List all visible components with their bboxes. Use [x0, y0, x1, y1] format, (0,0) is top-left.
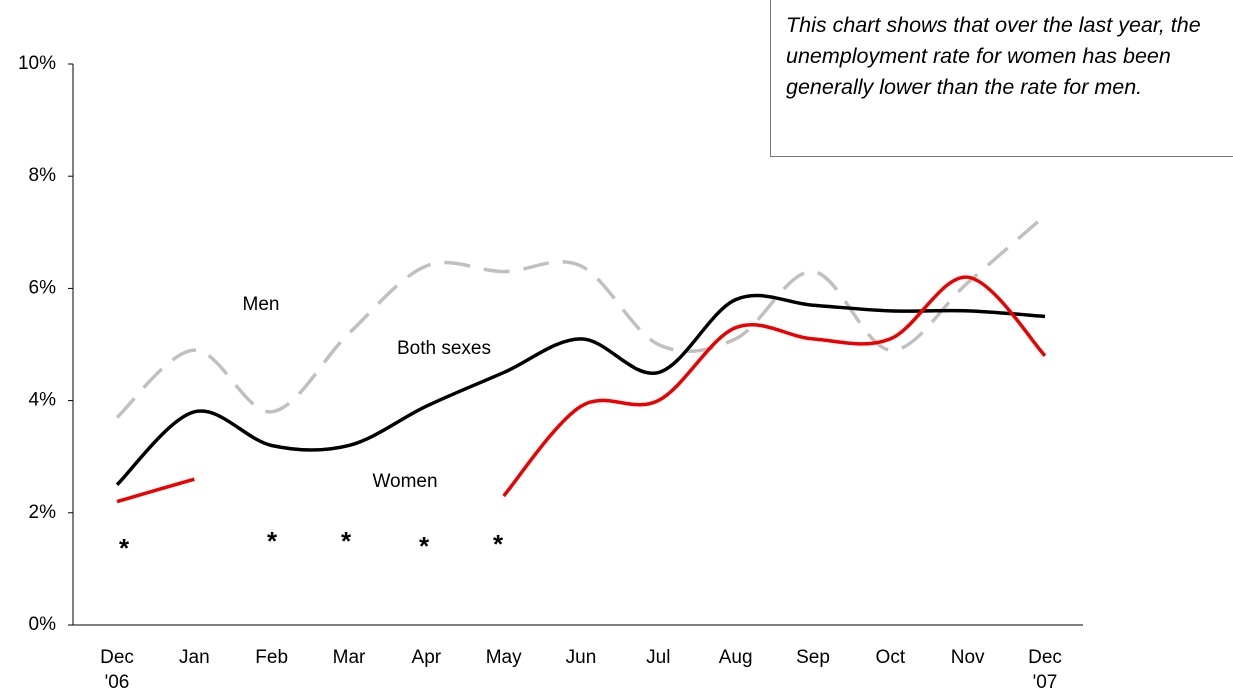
y-tick-label: 0%: [29, 614, 57, 635]
y-tick-label: 8%: [29, 165, 57, 186]
annotation: This chart shows that over the last year…: [770, 0, 1233, 157]
x-tick-label: Sep: [796, 647, 830, 668]
x-tick-label: Dec '07: [1028, 647, 1062, 693]
series-line: [115, 214, 1047, 419]
series-line: [115, 293, 1046, 487]
x-tick-label: Nov: [950, 647, 985, 668]
note-marker: *: [267, 526, 278, 556]
series-label: Men: [243, 294, 280, 315]
x-tick-label: Jul: [646, 647, 671, 668]
y-tick-label: 2%: [29, 502, 57, 523]
x-tick-label: Dec '06: [100, 647, 134, 693]
x-tick-label: Aug: [718, 647, 753, 668]
x-tick-label: Jun: [565, 647, 597, 668]
series-label: Women: [372, 471, 437, 492]
y-tick-label: 6%: [29, 277, 57, 298]
x-tick-label: May: [485, 647, 522, 668]
y-tick-label: 4%: [29, 390, 57, 411]
note-marker: *: [341, 526, 352, 556]
x-tick-label: Apr: [411, 647, 442, 668]
x-tick-label: Oct: [875, 647, 906, 668]
y-tick-label: 10%: [18, 53, 56, 74]
series-label: Both sexes: [397, 338, 491, 359]
x-tick-label: Mar: [332, 647, 366, 668]
note-marker: *: [119, 533, 130, 563]
series-line: [116, 275, 1047, 504]
x-tick-label: Feb: [255, 647, 289, 668]
x-tick-label: Jan: [179, 647, 210, 668]
note-marker: *: [493, 529, 504, 559]
note-marker: *: [419, 531, 430, 561]
